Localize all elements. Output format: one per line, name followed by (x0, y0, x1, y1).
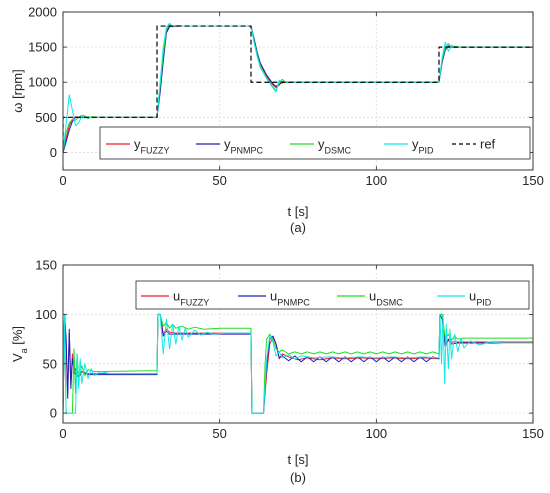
y-tick-label: 50 (43, 356, 57, 371)
x-tick-label: 50 (212, 173, 226, 188)
legend-box (99, 126, 531, 160)
x-tick-label: 150 (522, 426, 544, 441)
legend-label: yPID (412, 137, 434, 156)
series-line-3 (63, 313, 533, 414)
x-tick-label: 100 (365, 173, 387, 188)
legend-label: yPNMPC (224, 137, 264, 156)
y-tick-label: 500 (35, 110, 57, 125)
axes-frame (62, 11, 534, 171)
y-tick-label: 100 (35, 307, 57, 322)
series-group (63, 313, 533, 414)
y-tick-label: 2000 (28, 5, 57, 20)
x-axis-label: t [s] (288, 204, 309, 219)
y-axis-label: ω [rpm] (10, 69, 25, 112)
x-tick-label: 100 (365, 426, 387, 441)
y-tick-label: 0 (50, 406, 57, 421)
legend-box (135, 280, 530, 310)
x-tick-label: 0 (59, 426, 66, 441)
legend-label: uPID (469, 289, 492, 308)
y-tick-label: 1000 (28, 75, 57, 90)
legend-label: uPNMPC (270, 289, 310, 308)
y-axis-label: Va [%] (10, 326, 29, 362)
y-tick-label: 1500 (28, 40, 57, 55)
series-line-0 (63, 313, 533, 414)
legend-label: uDSMC (369, 289, 403, 308)
y-tick-label: 0 (50, 145, 57, 160)
legend: yFUZZY yPNMPC yDSMC yPID ref (99, 126, 531, 160)
x-tick-label: 150 (522, 173, 544, 188)
x-axis-label: t [s] (288, 452, 309, 467)
x-tick-label: 50 (212, 426, 226, 441)
legend-label: yDSMC (318, 137, 351, 156)
panel-label: (a) (290, 220, 306, 235)
panel-label: (b) (290, 470, 306, 485)
legend-label: ref (480, 137, 496, 152)
axes-frame (62, 264, 534, 424)
y-tick-label: 150 (35, 258, 57, 273)
chart-panel-b: 0 50 100 150 0 50 100 150 t [s] Va [%] (b) uFUZZY uP… (10, 258, 544, 486)
series-group (63, 22, 533, 153)
legend-label: uFUZZY (173, 289, 209, 308)
series-line-4 (63, 25, 533, 153)
legend-label: yFUZZY (134, 137, 170, 156)
series-line-3 (63, 22, 533, 153)
legend: uFUZZY uPNMPC uDSMC uPID (135, 280, 530, 310)
x-tick-label: 0 (59, 173, 66, 188)
